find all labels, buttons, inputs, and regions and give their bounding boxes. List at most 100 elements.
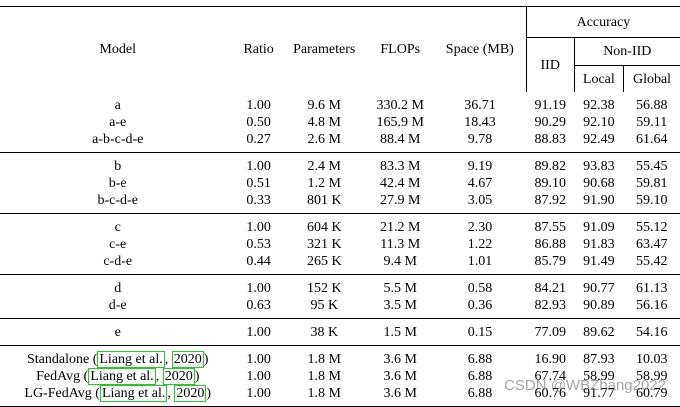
cell-parameters: 1.8 M — [281, 345, 367, 368]
cell-flops: 83.3 M — [366, 152, 434, 175]
cell-local: 91.77 — [574, 385, 624, 407]
header-non-iid: Non-IID — [573, 37, 680, 66]
cell-local: 91.09 — [574, 213, 624, 236]
table-row: a 1.00 9.6 M 330.2 M 36.71 91.19 92.38 56.88 — [0, 92, 680, 114]
cell-global: 56.16 — [636, 298, 668, 313]
cell-model: c-e — [0, 236, 235, 253]
cell-local: 91.49 — [583, 254, 615, 269]
cell-flops: 5.5 M — [366, 274, 434, 297]
cell-model: a-e — [0, 114, 235, 131]
cell-iid: 91.19 — [534, 98, 566, 113]
cell-model: c — [0, 213, 236, 236]
cell-space: 1.22 — [467, 237, 493, 252]
cell-parameters: 604 K — [281, 213, 367, 236]
citation-year-link[interactable]: 2020 — [171, 351, 204, 368]
row-group: d 1.00 152 K 5.5 M 0.58 84.21 90.77 61.13 d-e 0.6… — [0, 274, 680, 319]
cell-global: 59.81 — [636, 176, 668, 191]
cell-parameters: 801 K — [306, 193, 342, 208]
cell-global: 58.99 — [636, 369, 668, 384]
row-group: b 1.00 2.4 M 83.3 M 9.19 89.82 93.83 55.45 b-e 0.… — [0, 152, 680, 214]
cell-ratio: 0.53 — [246, 237, 271, 252]
cell-iid: 87.55 — [526, 213, 575, 236]
cell-ratio: 1.00 — [235, 213, 282, 236]
cell-model: d — [0, 274, 236, 297]
model-name: b-e — [108, 176, 127, 191]
cell-space: 0.36 — [467, 298, 493, 313]
cell-global: 63.47 — [636, 237, 668, 252]
model-name: c — [114, 220, 121, 235]
model-name: a-e — [109, 115, 127, 130]
model-name: LG-FedAvg — [24, 386, 92, 401]
cell-iid: 82.93 — [534, 298, 566, 313]
results-table: Model Ratio Parameters FLOPs Space (MB) … — [0, 6, 680, 407]
citation-link[interactable]: Liang et al. — [97, 351, 165, 368]
cell-model: Standalone (Liang et al., 2020) — [0, 345, 236, 368]
citation-link[interactable]: Liang et al. — [99, 385, 168, 402]
cell-ratio: 0.51 — [246, 176, 271, 191]
model-name: c-e — [109, 237, 127, 252]
table-row: FedAvg (Liang et al., 2020) 1.00 1.8 M 3.6 … — [0, 368, 680, 385]
cell-local: 90.77 — [574, 274, 624, 297]
cell-global: 59.11 — [636, 115, 668, 130]
cell-flops: 9.4 M — [383, 254, 417, 269]
cell-iid: 84.21 — [526, 274, 575, 297]
table-row: d 1.00 152 K 5.5 M 0.58 84.21 90.77 61.13 — [0, 274, 680, 297]
cell-iid: 77.09 — [526, 318, 575, 346]
watermark: CSDN @WBZhang2022 — [504, 377, 666, 394]
cell-space: 1.01 — [467, 254, 493, 269]
cell-iid: 60.76 — [526, 385, 575, 407]
cell-iid: 16.90 — [526, 345, 575, 368]
citation-year-link[interactable]: 2020 — [174, 385, 207, 402]
cell-model: b-c-d-e — [0, 192, 235, 214]
model-name: a — [114, 98, 121, 113]
cell-parameters: 38 K — [281, 318, 367, 346]
cell-space: 2.30 — [433, 213, 527, 236]
cell-global: 55.12 — [623, 213, 680, 236]
header-model: Model — [0, 6, 236, 92]
citation-year-link[interactable]: 2020 — [162, 368, 195, 385]
header-parameters: Parameters — [281, 6, 367, 92]
cell-ratio: 0.63 — [246, 298, 271, 313]
cell-iid: 89.10 — [534, 176, 566, 191]
cell-ratio: 1.00 — [246, 369, 271, 384]
model-name: FedAvg — [36, 369, 81, 384]
cell-ratio: 0.33 — [246, 193, 271, 208]
cell-parameters: 1.2 M — [307, 176, 341, 191]
cell-local: 91.83 — [583, 237, 615, 252]
model-name: a-b-c-d-e — [92, 132, 144, 147]
header-space: Space (MB) — [433, 6, 527, 92]
cell-iid: 86.88 — [534, 237, 566, 252]
cell-ratio: 1.00 — [235, 385, 282, 407]
cell-iid: 67.74 — [534, 369, 566, 384]
model-name: d-e — [108, 298, 127, 313]
model-name: e — [114, 325, 121, 340]
cell-space: 3.05 — [467, 193, 493, 208]
cell-flops: 3.6 M — [366, 345, 434, 368]
header-global: Global — [623, 65, 680, 92]
table-row: b-e 0.51 1.2 M 42.4 M 4.67 89.10 90.68 59.81 — [0, 175, 680, 192]
row-group: a 1.00 9.6 M 330.2 M 36.71 91.19 92.38 56.88 a-e… — [0, 92, 680, 153]
cell-iid: 87.92 — [534, 193, 566, 208]
cell-flops: 11.3 M — [380, 237, 421, 252]
cell-model: a-b-c-d-e — [0, 131, 235, 153]
citation-link[interactable]: Liang et al. — [88, 368, 156, 385]
cell-iid: 90.29 — [534, 115, 566, 130]
model-name: d — [114, 281, 122, 296]
row-group: c 1.00 604 K 21.2 M 2.30 87.55 91.09 55.12 c-e 0.… — [0, 213, 680, 275]
cell-flops: 3.5 M — [383, 298, 417, 313]
cell-space: 0.58 — [433, 274, 527, 297]
cell-space: 0.15 — [433, 318, 527, 346]
cell-space: 9.78 — [467, 132, 493, 147]
cell-flops: 3.6 M — [366, 385, 434, 407]
cell-ratio: 1.00 — [246, 98, 271, 113]
header-local: Local — [573, 65, 624, 92]
cell-flops: 88.4 M — [380, 132, 421, 147]
table-row: a-e 0.50 4.8 M 165.9 M 18.43 90.29 92.10 59.11 — [0, 114, 680, 131]
cell-parameters: 95 K — [310, 298, 339, 313]
cell-model: d-e — [0, 297, 235, 319]
cell-ratio: 1.00 — [235, 318, 282, 346]
cell-parameters: 321 K — [306, 237, 342, 252]
cell-space: 6.88 — [433, 385, 527, 407]
cell-parameters: 152 K — [281, 274, 367, 297]
